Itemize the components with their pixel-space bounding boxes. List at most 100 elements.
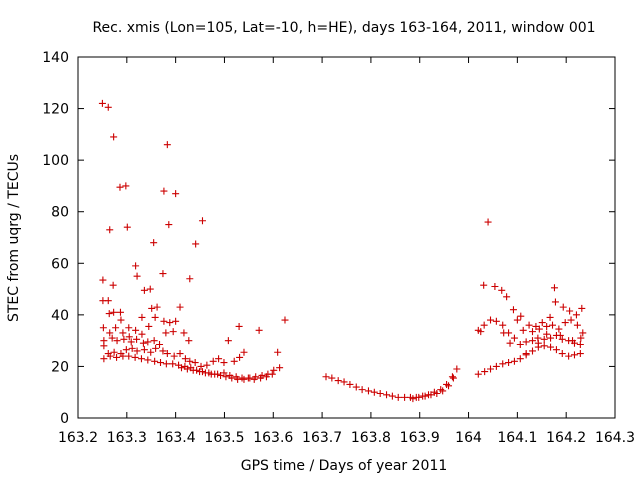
data-point	[110, 348, 118, 356]
data-point	[140, 346, 148, 354]
y-axis: 0 20 40 60 80 100 120 140	[42, 50, 615, 427]
data-point	[186, 275, 194, 283]
data-point	[106, 226, 114, 234]
data-point	[481, 368, 489, 376]
data-point	[522, 350, 530, 358]
x-tick-label: 163.5	[204, 430, 244, 446]
data-point	[552, 346, 560, 354]
y-tick-label: 20	[51, 359, 69, 375]
data-point	[177, 364, 185, 372]
data-point	[203, 361, 211, 369]
data-point	[547, 343, 555, 351]
data-point	[559, 303, 567, 311]
data-point	[549, 321, 557, 329]
data-point	[99, 324, 107, 332]
data-point	[421, 392, 429, 400]
data-point	[567, 316, 575, 324]
data-point	[268, 370, 276, 378]
data-point	[170, 352, 178, 360]
x-tick-label: 163.2	[58, 430, 98, 446]
data-point	[169, 328, 177, 336]
data-point	[189, 366, 197, 374]
y-axis-label: STEC from uqrg / TECUs	[6, 154, 22, 322]
x-tick-label: 163.6	[253, 430, 293, 446]
data-point	[100, 355, 108, 363]
data-point	[352, 383, 360, 391]
data-point	[215, 355, 223, 363]
data-point	[516, 341, 524, 349]
x-tick-label: 164.1	[497, 430, 537, 446]
data-point	[99, 276, 107, 284]
data-point	[123, 223, 131, 231]
data-point	[113, 337, 121, 345]
data-point	[522, 338, 530, 346]
data-point	[116, 308, 124, 316]
x-tick-label: 164	[455, 430, 482, 446]
data-point	[108, 334, 116, 342]
data-point	[510, 357, 518, 365]
data-point	[157, 359, 165, 367]
data-point	[540, 342, 548, 350]
data-point	[480, 321, 488, 329]
data-point	[509, 306, 517, 314]
y-tick-label: 140	[42, 50, 69, 66]
data-point	[513, 316, 521, 324]
data-point	[150, 239, 158, 247]
data-point	[119, 329, 127, 337]
data-point	[183, 365, 191, 373]
data-point	[222, 373, 230, 381]
data-point	[119, 352, 127, 360]
x-tick-label: 163.9	[400, 430, 440, 446]
data-point	[138, 313, 146, 321]
data-point	[534, 334, 542, 342]
data-point	[257, 374, 265, 382]
data-point	[409, 395, 417, 403]
data-point	[528, 328, 536, 336]
data-point	[180, 329, 188, 337]
data-point	[340, 378, 348, 386]
data-point	[240, 348, 248, 356]
data-point	[131, 353, 139, 361]
data-point	[569, 337, 577, 345]
data-point	[153, 303, 161, 311]
data-point	[499, 321, 507, 329]
x-axis-label: GPS time / Days of year 2011	[241, 458, 448, 474]
data-point	[125, 333, 133, 341]
data-point	[250, 375, 258, 383]
data-point	[577, 334, 585, 342]
y-tick-label: 60	[51, 256, 69, 272]
data-point	[535, 325, 543, 333]
data-point	[192, 240, 200, 248]
chart-title: Rec. xmis (Lon=105, Lat=-10, h=HE), days…	[92, 20, 595, 36]
data-point	[566, 307, 574, 315]
data-point	[106, 329, 114, 337]
data-point	[160, 187, 168, 195]
data-point	[358, 386, 366, 394]
data-point	[528, 337, 536, 345]
data-point	[503, 293, 511, 301]
x-axis: 163.2 163.3 163.4 163.5 163.6 163.7 163.8 163.9…	[58, 57, 635, 446]
data-point	[128, 344, 136, 352]
data-point	[169, 360, 177, 368]
data-point	[165, 221, 173, 229]
data-point	[110, 308, 118, 316]
data-point	[224, 337, 232, 345]
x-tick-label: 163.8	[351, 430, 391, 446]
data-point	[388, 392, 396, 400]
data-point	[117, 316, 125, 324]
data-point	[133, 335, 141, 343]
data-point	[453, 365, 461, 373]
data-point	[477, 328, 485, 336]
data-point	[156, 341, 164, 349]
data-point	[104, 103, 112, 111]
data-point	[579, 329, 587, 337]
data-point	[152, 344, 160, 352]
data-point	[98, 99, 106, 107]
data-point	[364, 387, 372, 395]
data-point	[186, 357, 194, 365]
data-point	[159, 347, 167, 355]
data-point	[274, 348, 282, 356]
data-point	[139, 339, 147, 347]
data-point	[133, 272, 141, 280]
